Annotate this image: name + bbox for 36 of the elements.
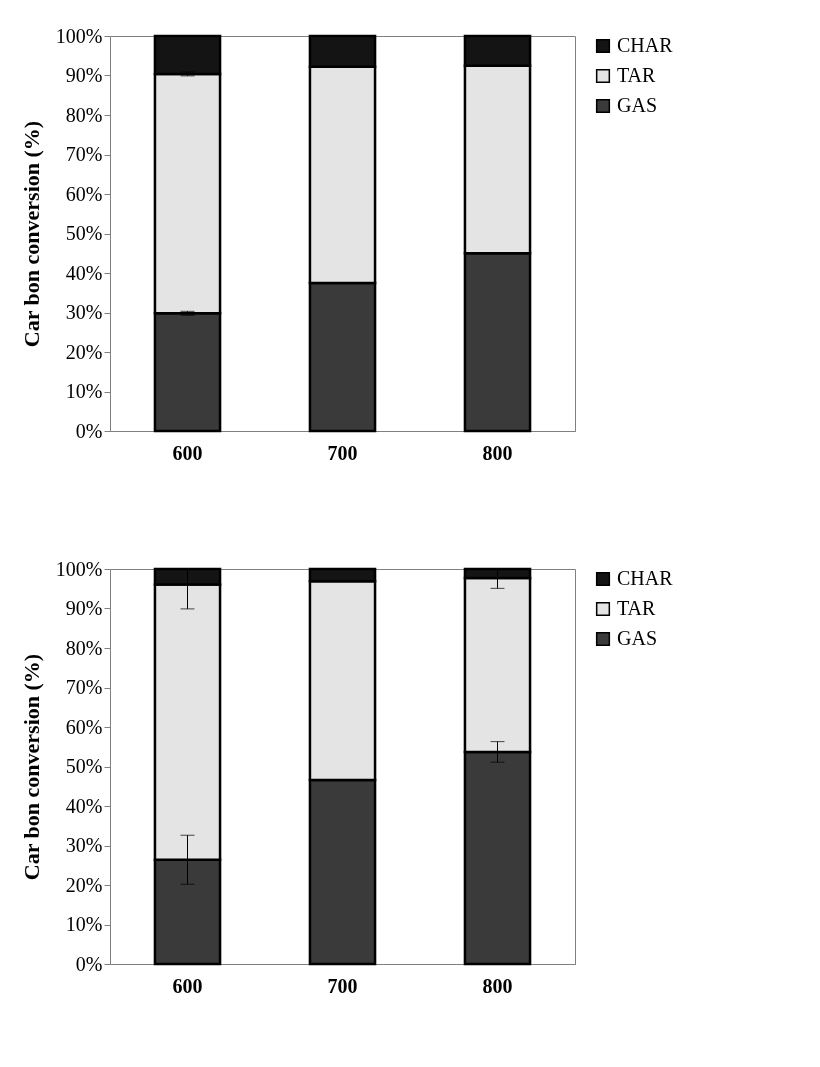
y-axis-title: Car bon conversion (%) [18,120,44,348]
x-tick-label: 800 [482,441,513,464]
legend-label: CHAR [617,34,674,56]
y-tick-label: 0% [75,419,103,442]
x-tick-label: 600 [172,441,203,464]
y-tick-label: 100% [55,24,103,47]
y-tick-label: 100% [55,557,103,580]
y-tick-label: 20% [65,340,103,363]
legend-label: GAS [617,94,658,116]
legend-label: CHAR [617,567,674,589]
y-tick-label: 10% [65,913,103,935]
y-tick-label: 20% [65,873,103,896]
y-tick-label: 40% [65,794,103,817]
legend-label: GAS [617,627,658,649]
y-tick-label: 50% [65,755,103,777]
y-tick-label: 40% [65,261,103,284]
legend-label: TAR [617,597,657,619]
y-tick-label: 50% [65,222,103,244]
y-tick-label: 70% [65,676,103,698]
x-tick-label: 800 [482,974,513,997]
legend-label: TAR [617,64,657,86]
y-tick-label: 0% [75,952,103,975]
y-tick-label: 60% [65,715,103,738]
y-tick-label: 10% [65,380,103,402]
y-tick-label: 80% [65,636,103,659]
y-tick-label: 60% [65,182,103,205]
y-tick-label: 80% [65,103,103,126]
y-tick-label: 30% [65,301,103,323]
y-tick-label: 90% [65,64,103,86]
x-tick-label: 600 [172,974,203,997]
x-tick-label: 700 [327,974,358,997]
y-tick-label: 30% [65,834,103,856]
y-tick-label: 90% [65,597,103,619]
x-tick-label: 700 [327,441,358,464]
y-axis-title: Car bon conversion (%) [18,653,44,881]
y-tick-label: 70% [65,143,103,165]
